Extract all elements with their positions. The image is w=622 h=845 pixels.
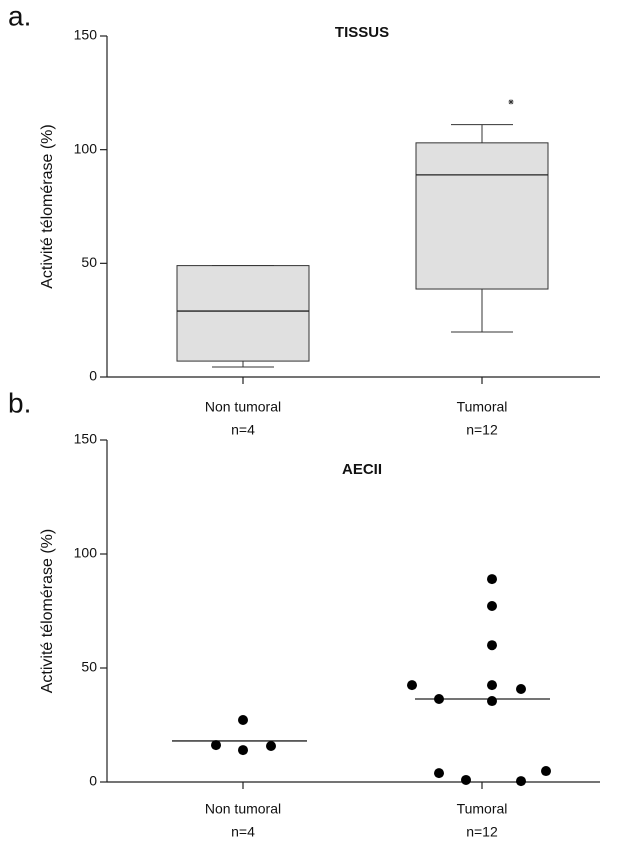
x-tick-sublabel: n=4: [231, 824, 255, 840]
point: [211, 740, 221, 751]
y-tick-label: 50: [81, 254, 97, 270]
point: [238, 745, 248, 756]
y-tick-label: 150: [74, 27, 98, 43]
y-tick-label: 150: [74, 431, 98, 447]
box: [176, 265, 310, 362]
point: [487, 600, 497, 611]
point: [487, 574, 497, 585]
point: [434, 694, 444, 705]
y-axis-label: Activité télomérase (%): [39, 529, 56, 694]
y-tick-label: 0: [89, 368, 97, 384]
point: [434, 768, 444, 779]
point: [487, 696, 497, 707]
y-tick-label: 100: [74, 545, 98, 561]
x-tick-label: Non tumoral: [205, 399, 281, 415]
point: [487, 640, 497, 651]
x-tick-sublabel: n=4: [231, 422, 255, 438]
point: [238, 714, 248, 725]
x-tick-sublabel: n=12: [466, 422, 498, 438]
x-tick-sublabel: n=12: [466, 824, 498, 840]
outlier: [508, 99, 514, 105]
chart-title: TISSUS: [335, 24, 389, 41]
x-tick-label: Tumoral: [457, 399, 508, 415]
point: [487, 680, 497, 691]
point: [266, 740, 276, 751]
point: [516, 776, 526, 787]
y-tick-label: 0: [89, 773, 97, 789]
y-axis-label: Activité télomérase (%): [39, 124, 56, 289]
point: [407, 680, 417, 691]
point: [461, 774, 471, 785]
panel-label: a.: [8, 0, 31, 31]
point: [516, 683, 526, 694]
x-tick-label: Non tumoral: [205, 801, 281, 817]
chart-title: AECII: [342, 461, 382, 478]
panel-label: b.: [8, 387, 31, 418]
x-tick-label: Tumoral: [457, 801, 508, 817]
y-tick-label: 50: [81, 659, 97, 675]
box: [415, 142, 549, 290]
y-tick-label: 100: [74, 140, 98, 156]
point: [541, 766, 551, 777]
